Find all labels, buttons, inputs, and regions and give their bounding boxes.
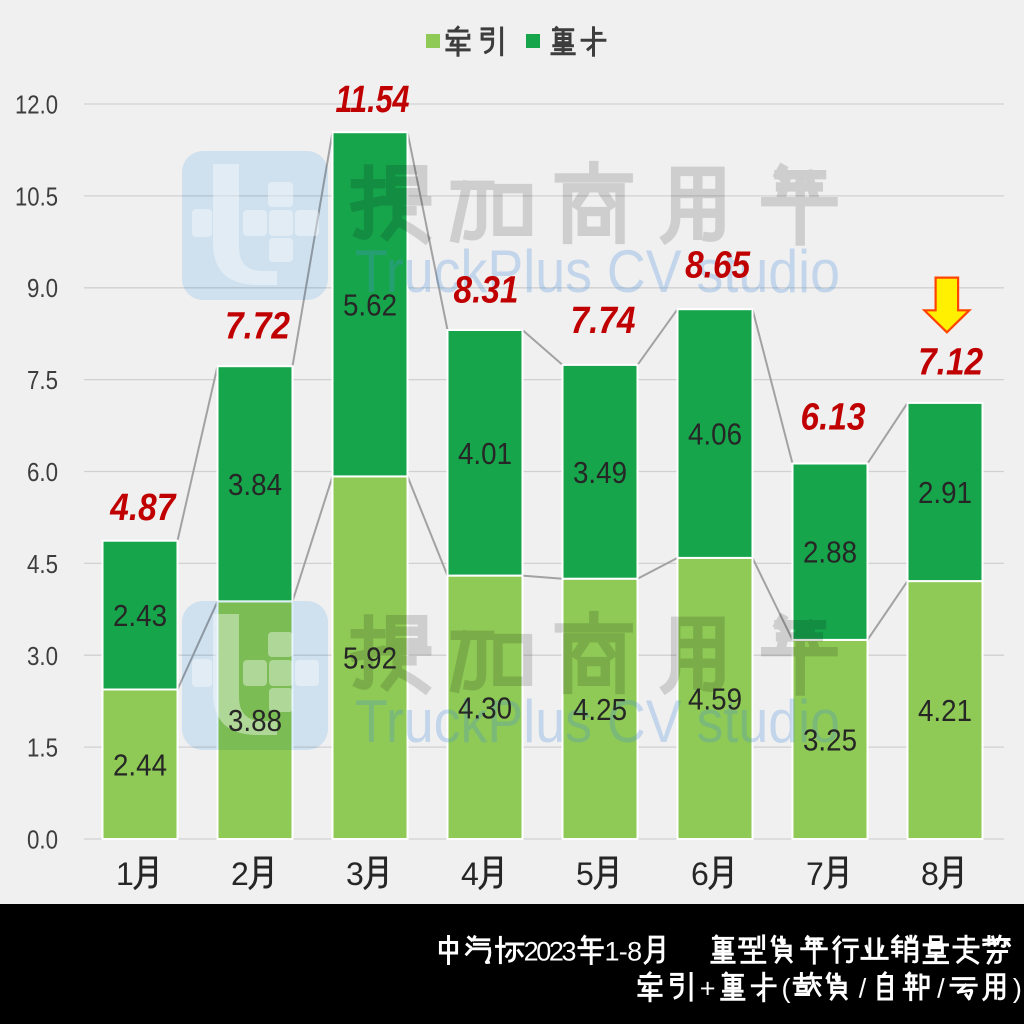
svg-text:0: 0 bbox=[536, 937, 551, 967]
svg-text:9.0: 9.0 bbox=[27, 273, 58, 303]
svg-text:5.62: 5.62 bbox=[343, 287, 397, 322]
svg-text:3: 3 bbox=[346, 856, 364, 892]
svg-text:3.49: 3.49 bbox=[573, 455, 627, 490]
svg-text:4.25: 4.25 bbox=[573, 692, 627, 727]
svg-text:1: 1 bbox=[604, 937, 619, 967]
svg-text:3.0: 3.0 bbox=[27, 641, 58, 671]
svg-text:0.0: 0.0 bbox=[27, 825, 58, 855]
svg-text:4.5: 4.5 bbox=[27, 549, 58, 579]
svg-text:12.0: 12.0 bbox=[15, 90, 58, 120]
svg-text:2: 2 bbox=[231, 856, 249, 892]
svg-text:10.5: 10.5 bbox=[15, 181, 58, 211]
svg-text:2.91: 2.91 bbox=[918, 475, 972, 510]
svg-text:3: 3 bbox=[561, 937, 576, 967]
svg-text:3.88: 3.88 bbox=[228, 703, 282, 738]
svg-text:4.01: 4.01 bbox=[458, 436, 512, 471]
svg-text:8: 8 bbox=[627, 937, 642, 967]
svg-text:TruckPlus CV studio: TruckPlus CV studio bbox=[355, 238, 840, 305]
svg-text:7.5: 7.5 bbox=[27, 365, 58, 395]
svg-text:11.54: 11.54 bbox=[336, 79, 410, 121]
svg-text:2: 2 bbox=[524, 937, 539, 967]
svg-text:8.31: 8.31 bbox=[454, 270, 519, 312]
svg-text:7.74: 7.74 bbox=[571, 300, 636, 342]
svg-text:5.92: 5.92 bbox=[343, 641, 397, 676]
svg-text:3.25: 3.25 bbox=[803, 723, 857, 758]
svg-text:4.30: 4.30 bbox=[458, 690, 512, 725]
svg-text:(: ( bbox=[782, 974, 791, 1004]
svg-text:6.0: 6.0 bbox=[27, 457, 58, 487]
svg-text:6: 6 bbox=[691, 856, 709, 892]
svg-text:8.65: 8.65 bbox=[685, 245, 751, 287]
svg-text:6.13: 6.13 bbox=[801, 396, 866, 438]
svg-text:8: 8 bbox=[921, 856, 939, 892]
svg-text:2.44: 2.44 bbox=[113, 747, 167, 782]
svg-text:+: + bbox=[700, 974, 716, 1004]
svg-text:/: / bbox=[859, 974, 867, 1004]
svg-text:7.12: 7.12 bbox=[918, 341, 983, 383]
svg-text:2.43: 2.43 bbox=[113, 598, 167, 633]
svg-text:5: 5 bbox=[576, 856, 594, 892]
svg-text:): ) bbox=[1013, 974, 1022, 1004]
svg-text:-: - bbox=[619, 937, 628, 967]
svg-text:3.84: 3.84 bbox=[228, 467, 282, 502]
svg-text:4.06: 4.06 bbox=[688, 417, 742, 452]
svg-text:4.59: 4.59 bbox=[688, 681, 742, 716]
svg-text:4.21: 4.21 bbox=[918, 693, 972, 728]
svg-text:4.87: 4.87 bbox=[109, 487, 177, 529]
svg-text:4: 4 bbox=[461, 856, 479, 892]
svg-text:1.5: 1.5 bbox=[27, 733, 58, 763]
svg-text:2.88: 2.88 bbox=[803, 535, 857, 570]
svg-text:7.72: 7.72 bbox=[225, 306, 290, 348]
svg-text:1: 1 bbox=[116, 856, 134, 892]
svg-text:/: / bbox=[937, 974, 945, 1004]
svg-text:2: 2 bbox=[549, 937, 564, 967]
svg-text:7: 7 bbox=[806, 856, 824, 892]
svg-text:TruckPlus CV studio: TruckPlus CV studio bbox=[355, 688, 840, 755]
